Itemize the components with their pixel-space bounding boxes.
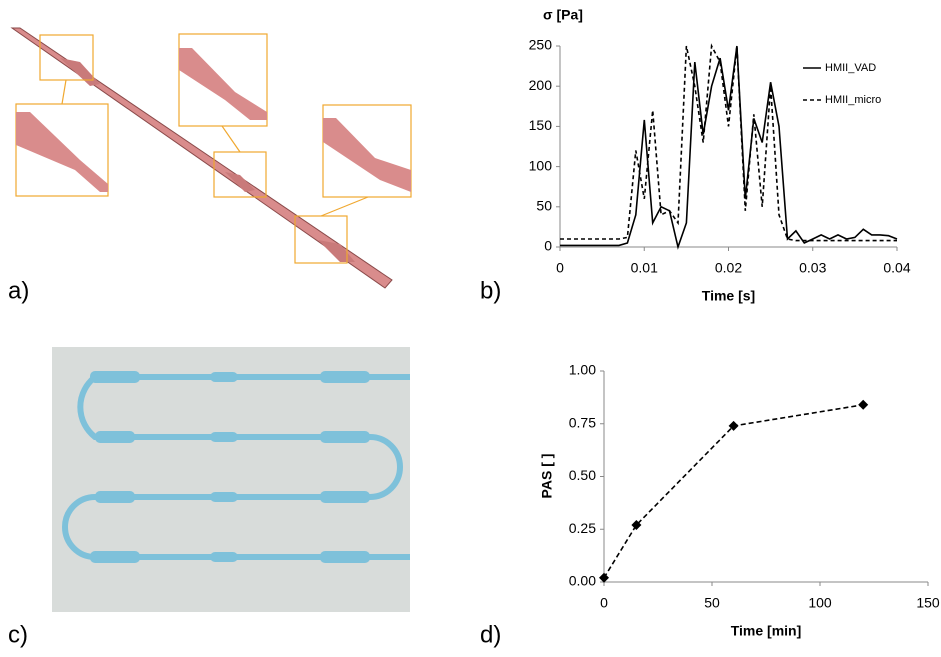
channel-photo	[52, 347, 410, 612]
data-point	[728, 420, 739, 431]
panel-label: b)	[480, 277, 501, 304]
y-tick-label: 150	[529, 117, 553, 133]
y-tick-label: 250	[529, 37, 553, 53]
x-tick-label: 0.02	[715, 260, 742, 276]
legend-label: HMII_VAD	[825, 62, 876, 74]
y-tick-label: 100	[529, 157, 553, 173]
legend-label: HMII_micro	[825, 94, 881, 106]
y-tick-label: 50	[536, 198, 552, 214]
x-tick-label: 0	[600, 595, 608, 611]
y-axis-label: σ [Pa]	[543, 7, 583, 23]
data-line	[603, 404, 864, 579]
x-tick-label: 150	[916, 595, 940, 611]
data-point	[858, 399, 869, 410]
y-tick-label: 0.50	[569, 467, 596, 483]
data-point	[599, 572, 609, 583]
y-tick-label: 0.00	[569, 573, 596, 589]
channel-illustration	[10, 27, 412, 289]
data-line	[560, 43, 897, 242]
panel-label: a)	[8, 277, 29, 304]
x-axis-label: Time [s]	[702, 288, 755, 304]
y-axis-label: PAS [ ]	[539, 454, 555, 499]
y-tick-label: 200	[529, 77, 553, 93]
x-tick-label: 0.01	[631, 260, 658, 276]
x-tick-label: 0.03	[799, 260, 826, 276]
data-line	[560, 45, 898, 250]
y-tick-label: 0	[544, 238, 552, 254]
panel-label: c)	[8, 621, 28, 648]
x-tick-label: 100	[808, 595, 832, 611]
y-tick-label: 0.25	[569, 520, 596, 536]
x-tick-label: 0	[556, 260, 564, 276]
x-tick-label: 50	[704, 595, 720, 611]
y-tick-label: 1.00	[569, 362, 596, 378]
x-tick-label: 0.04	[883, 260, 910, 276]
data-point	[631, 520, 642, 531]
x-axis-label: Time [min]	[731, 623, 802, 639]
y-tick-label: 0.75	[569, 414, 596, 430]
panel-label: d)	[480, 621, 501, 648]
